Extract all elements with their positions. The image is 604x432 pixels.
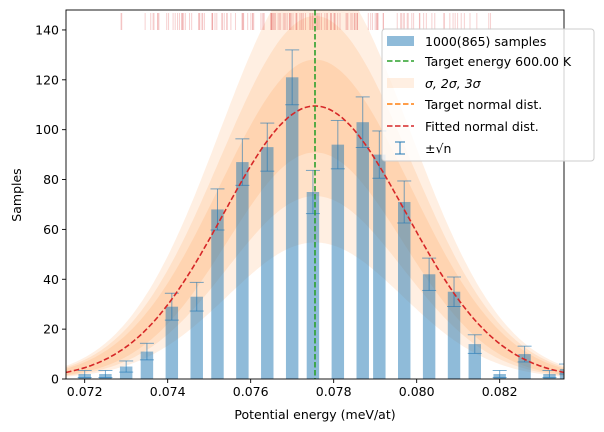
legend-box bbox=[381, 28, 595, 162]
legend-label-bands: σ, 2σ, 3σ bbox=[425, 76, 482, 91]
x-tick-label: 0.076 bbox=[233, 384, 269, 399]
y-tick-label: 40 bbox=[43, 272, 59, 287]
y-tick-label: 20 bbox=[43, 322, 59, 337]
bar bbox=[447, 291, 461, 379]
error-bars bbox=[77, 49, 564, 379]
bars bbox=[78, 77, 564, 379]
bar bbox=[165, 306, 179, 379]
y-tick-label: 60 bbox=[43, 222, 59, 237]
x-tick-label: 0.082 bbox=[482, 384, 518, 399]
y-tick-label: 140 bbox=[35, 22, 59, 37]
x-tick-label: 0.072 bbox=[67, 384, 103, 399]
legend-label-error-bars: ±√n bbox=[425, 141, 451, 156]
bar bbox=[398, 201, 411, 379]
x-axis-label: Potential energy (meV/at) bbox=[234, 407, 395, 422]
bar bbox=[236, 162, 249, 379]
bar bbox=[119, 366, 133, 379]
bar bbox=[306, 192, 320, 379]
x-tick-label: 0.074 bbox=[150, 384, 186, 399]
sigma-band-3 bbox=[66, 59, 564, 375]
bar bbox=[373, 154, 386, 379]
bar bbox=[468, 344, 481, 379]
x-axis: 0.072 0.074 0.076 0.078 0.080 0.082 bbox=[67, 379, 518, 399]
y-axis: 0 20 40 60 80 100 120 140 bbox=[35, 22, 66, 387]
legend-label-target-energy: Target energy 600.00 K bbox=[424, 54, 572, 69]
bar bbox=[422, 274, 436, 379]
bar bbox=[140, 351, 154, 379]
bar bbox=[261, 147, 274, 379]
legend-label-samples: 1000(865) samples bbox=[425, 34, 546, 49]
bar bbox=[211, 209, 224, 379]
legend: 1000(865) samples Target energy 600.00 K… bbox=[381, 28, 595, 162]
bar bbox=[331, 144, 345, 379]
x-tick-label: 0.078 bbox=[316, 384, 352, 399]
bar bbox=[285, 77, 299, 379]
legend-label-target-normal: Target normal dist. bbox=[424, 97, 542, 112]
y-tick-label: 80 bbox=[43, 172, 59, 187]
legend-label-fitted-normal: Fitted normal dist. bbox=[425, 119, 539, 134]
y-axis-label: Samples bbox=[9, 168, 24, 221]
bar bbox=[356, 122, 369, 379]
y-tick-label: 0 bbox=[51, 372, 59, 387]
legend-swatch-error-bars bbox=[395, 141, 405, 155]
sample-rug bbox=[120, 13, 492, 30]
y-tick-label: 120 bbox=[35, 72, 59, 87]
bar bbox=[518, 354, 531, 379]
plot-frame bbox=[65, 9, 565, 380]
curves bbox=[66, 10, 564, 379]
x-tick-label: 0.080 bbox=[399, 384, 435, 399]
legend-swatch-bands bbox=[387, 78, 414, 88]
y-tick-label: 100 bbox=[35, 122, 59, 137]
bar bbox=[190, 296, 203, 379]
legend-swatch-samples bbox=[387, 36, 414, 46]
